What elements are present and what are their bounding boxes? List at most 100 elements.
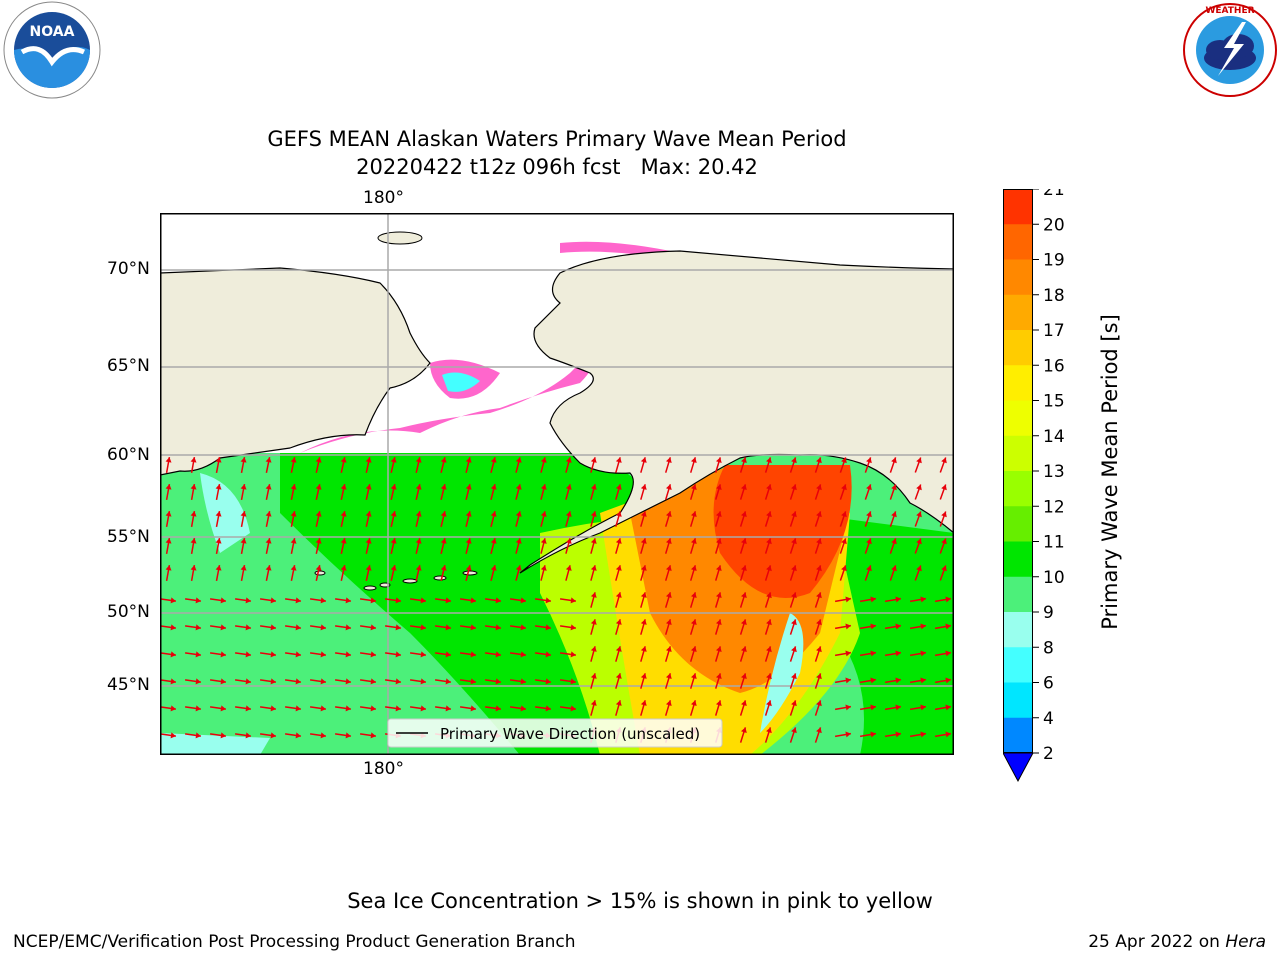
wave-arrow-head	[190, 538, 197, 544]
wave-arrow-head	[816, 565, 822, 572]
wave-arrow-head	[691, 619, 697, 625]
wave-arrow-head	[741, 592, 747, 598]
wave-arrow-head	[866, 565, 872, 572]
wave-arrow-head	[590, 646, 597, 652]
noaa-logo: NOAA	[3, 1, 101, 99]
wave-arrow-head	[640, 673, 647, 679]
wave-arrow-head	[891, 484, 897, 491]
wave-arrow-head	[565, 511, 572, 517]
wave-arrow-head	[320, 705, 326, 712]
wave-arrow-head	[866, 484, 872, 491]
wave-arrow-head	[420, 705, 426, 712]
wave-arrow-head	[816, 457, 822, 464]
wave-arrow-head	[265, 538, 272, 544]
wave-arrow-head	[195, 732, 201, 739]
wave-arrow-head	[390, 565, 397, 571]
wave-arrow-head	[490, 511, 497, 517]
lon-label-top: 180°	[363, 188, 404, 208]
wave-arrow-head	[515, 457, 522, 463]
wave-arrow-head	[741, 727, 747, 733]
wave-arrow-head	[270, 705, 276, 712]
wave-arrow-head	[570, 597, 576, 604]
wave-arrow-head	[395, 705, 401, 712]
wave-arrow-head	[365, 565, 372, 571]
wave-arrow-head	[841, 511, 847, 518]
colorbar-tick-label: 20	[1043, 215, 1065, 235]
wave-arrow-head	[490, 484, 497, 490]
wave-arrow-head	[365, 484, 372, 490]
wave-arrow-head	[920, 704, 926, 711]
wave-arrow-head	[170, 732, 176, 739]
wave-arrow-head	[545, 597, 551, 604]
wave-arrow-head	[265, 565, 272, 571]
wave-arrow-head	[465, 565, 472, 571]
wave-arrow-head	[540, 457, 547, 463]
wave-arrow-head	[791, 619, 797, 626]
wave-arrow-head	[691, 457, 697, 463]
wave-arrow-head	[415, 538, 422, 544]
wave-arrow-head	[945, 623, 951, 630]
colorbar-band	[1003, 471, 1033, 507]
wave-arrow-head	[590, 565, 597, 571]
wave-arrow-head	[716, 538, 722, 544]
wave-arrow-head	[170, 597, 176, 604]
wave-arrow-head	[691, 646, 697, 652]
wave-arrow-head	[240, 511, 247, 517]
wave-arrow-head	[870, 596, 876, 603]
wave-arrow-head	[941, 457, 947, 464]
wave-arrow-head	[841, 457, 847, 464]
wave-arrow-head	[290, 511, 297, 517]
st-lawrence-island	[377, 231, 423, 245]
wave-arrow-head	[870, 677, 876, 684]
host-name: Hera	[1225, 932, 1266, 952]
wave-arrow-head	[340, 565, 347, 571]
wave-arrow-head	[195, 597, 201, 604]
wave-arrow-head	[540, 538, 547, 544]
wave-arrow-head	[415, 565, 422, 571]
wave-arrow-head	[895, 596, 901, 603]
wave-arrow-head	[716, 511, 722, 517]
lat-label-50: 50°N	[107, 602, 150, 622]
wave-arrow-head	[240, 457, 247, 463]
wave-arrow-head	[570, 624, 576, 631]
wave-arrow-head	[791, 727, 797, 734]
wave-arrow-head	[895, 623, 901, 630]
arrow-legend: Primary Wave Direction (unscaled)	[387, 718, 723, 748]
wave-arrow-head	[916, 457, 922, 464]
wave-arrow-head	[190, 457, 197, 463]
wave-arrow-head	[891, 511, 897, 518]
wave-arrow-head	[240, 484, 247, 490]
wave-arrow-head	[370, 678, 376, 685]
wave-arrow-head	[816, 727, 822, 734]
wave-arrow-head	[766, 484, 772, 491]
wave-arrow-head	[791, 592, 797, 599]
wave-arrow-head	[590, 484, 597, 490]
wave-arrow-head	[270, 732, 276, 739]
nws-logo: WEATHER	[1183, 3, 1277, 97]
wave-arrow-head	[791, 700, 797, 707]
wave-arrow-head	[320, 732, 326, 739]
sea-ice-coast-north	[560, 241, 680, 261]
wave-arrow-head	[220, 624, 226, 631]
wave-arrow-head	[345, 705, 351, 712]
wave-arrow-head	[420, 624, 426, 631]
wave-arrow-head	[920, 731, 926, 738]
wave-arrow-head	[165, 457, 172, 463]
wave-arrow-head	[190, 484, 197, 490]
wave-arrow-head	[565, 457, 572, 463]
wave-arrow-head	[370, 597, 376, 604]
wave-arrow-head	[741, 565, 747, 571]
wave-arrow-head	[215, 565, 222, 571]
wave-arrow-head	[916, 565, 922, 572]
colorbar-band	[1003, 365, 1033, 401]
wave-arrow-head	[845, 704, 851, 711]
wave-arrow-head	[195, 624, 201, 631]
wave-arrow-head	[845, 623, 851, 630]
wave-arrow-head	[315, 565, 322, 571]
wave-arrow-head	[640, 592, 647, 598]
wave-arrow-head	[520, 624, 526, 631]
wave-arrow-head	[691, 700, 697, 706]
wave-arrow-head	[716, 457, 722, 463]
wave-arrow-head	[320, 624, 326, 631]
wave-arrow-head	[845, 650, 851, 657]
